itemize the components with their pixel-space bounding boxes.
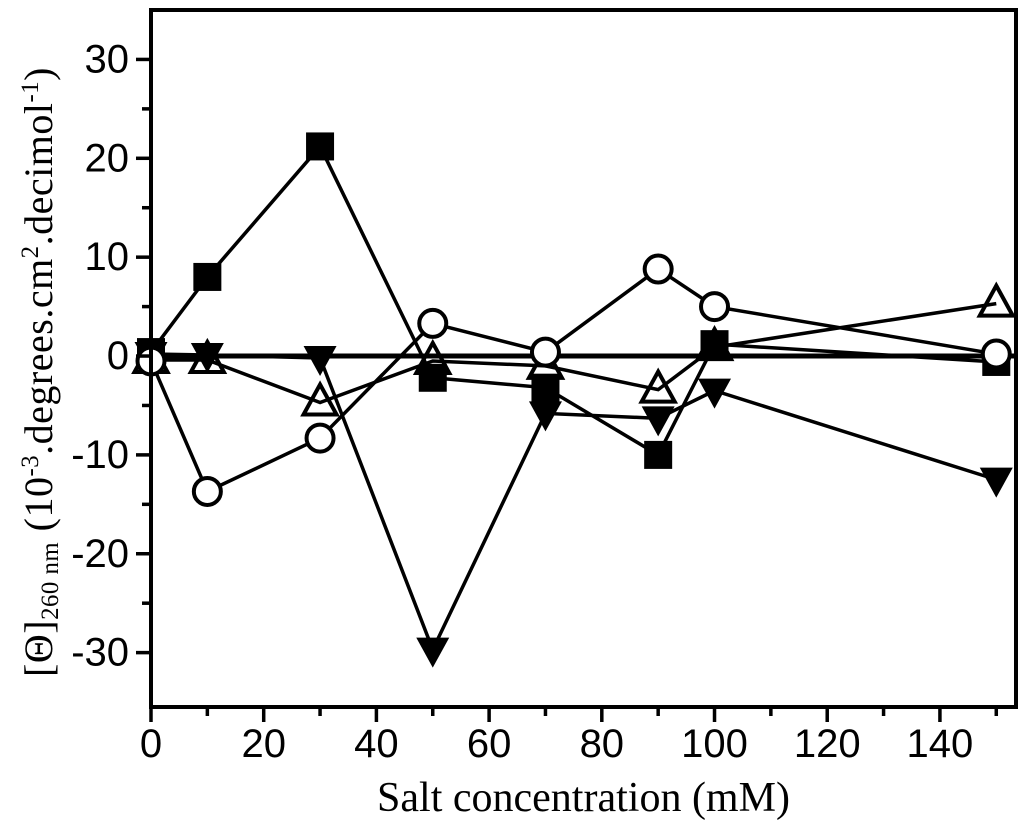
marker-open-circle — [417, 307, 449, 339]
y-title-exp-3: -1 — [17, 80, 44, 103]
x-tick-label: 140 — [907, 722, 974, 766]
marker-open-circle — [699, 291, 731, 323]
marker-open-circle — [980, 338, 1012, 370]
x-tick-label: 0 — [140, 722, 162, 766]
y-title-exp-1: -3 — [17, 454, 44, 477]
y-tick-label: -10 — [71, 433, 129, 477]
marker-filled-down-triangle — [190, 343, 224, 374]
marker-filled-down-triangle — [416, 637, 450, 668]
series-line-filled-square — [149, 143, 997, 458]
y-title-unit-degrees: .degrees.cm — [16, 258, 61, 455]
y-tick-label: 0 — [107, 334, 129, 378]
series-line-filled-down-triangle — [150, 352, 997, 655]
marker-filled-down-triangle — [698, 378, 732, 409]
x-tick-label: 100 — [681, 722, 748, 766]
y-tick-label: 20 — [85, 136, 130, 180]
marker-open-circle — [304, 422, 336, 454]
y-title-theta: [Θ] — [16, 619, 61, 677]
y-title-unit-decimol: .decimol — [16, 102, 61, 246]
marker-open-up-triangle — [976, 281, 1017, 318]
marker-filled-square — [193, 262, 222, 291]
marker-filled-square — [418, 363, 447, 392]
y-tick-label: -30 — [71, 631, 129, 675]
x-tick-label: 60 — [467, 722, 512, 766]
y-tick-label: -20 — [71, 532, 129, 576]
marker-open-up-triangle — [694, 324, 735, 362]
marker-filled-down-triangle — [641, 406, 675, 437]
marker-open-circle — [642, 253, 674, 285]
y-title-wavelength-subscript: 260 nm — [37, 541, 64, 620]
marker-open-up-triangle — [187, 337, 228, 374]
x-axis-title-text: Salt concentration (mM) — [377, 775, 790, 821]
y-title-unit-close: ) — [16, 67, 61, 81]
x-axis-title: Salt concentration (mM) — [151, 774, 1016, 822]
x-tick-label: 80 — [580, 722, 625, 766]
y-tick-label: 30 — [85, 37, 130, 81]
x-tick-label: 120 — [794, 722, 861, 766]
marker-filled-square — [644, 440, 673, 469]
plot-frame — [149, 8, 1018, 709]
y-axis-title: [Θ]260 nm (10-3.degrees.cm2.decimol-1) — [15, 67, 65, 677]
marker-open-up-triangle — [638, 367, 679, 404]
y-tick-label: 10 — [85, 235, 130, 279]
marker-filled-square — [306, 132, 335, 161]
marker-filled-down-triangle — [303, 346, 337, 377]
marker-open-circle — [529, 336, 561, 368]
marker-filled-down-triangle — [528, 401, 562, 432]
x-tick-label: 40 — [354, 722, 399, 766]
marker-open-up-triangle — [412, 338, 453, 375]
x-tick-label: 20 — [241, 722, 286, 766]
y-title-exp-2: 2 — [17, 245, 44, 259]
marker-open-up-triangle — [300, 380, 340, 417]
marker-filled-down-triangle — [979, 467, 1013, 498]
marker-open-circle — [191, 475, 223, 507]
y-title-unit-open: (10 — [16, 476, 61, 542]
